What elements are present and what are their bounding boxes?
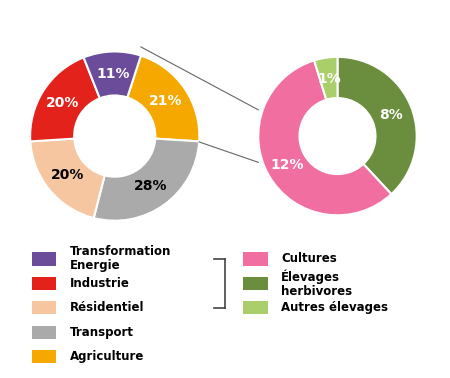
Wedge shape (338, 57, 417, 194)
Wedge shape (94, 139, 199, 221)
Bar (243, 253, 268, 266)
Text: 12%: 12% (271, 158, 304, 172)
Text: 20%: 20% (50, 169, 84, 183)
Text: 28%: 28% (134, 179, 168, 193)
Wedge shape (30, 139, 105, 218)
Wedge shape (84, 51, 141, 98)
Bar (243, 277, 268, 290)
Text: Industrie: Industrie (70, 277, 130, 290)
Bar (32, 277, 56, 290)
Text: Agriculture: Agriculture (70, 350, 144, 363)
Bar (32, 326, 56, 339)
Wedge shape (258, 60, 392, 215)
Text: Résidentiel: Résidentiel (70, 301, 144, 314)
Wedge shape (127, 56, 199, 141)
Bar (32, 301, 56, 314)
Text: 21%: 21% (149, 94, 183, 108)
Text: 1%: 1% (317, 72, 341, 86)
Wedge shape (30, 57, 100, 141)
Text: Transformation
Energie: Transformation Energie (70, 245, 171, 273)
Bar (32, 350, 56, 364)
Bar (32, 253, 56, 266)
Text: Élevages
herbivores: Élevages herbivores (281, 269, 352, 297)
Wedge shape (314, 57, 338, 100)
Text: Autres élevages: Autres élevages (281, 301, 388, 314)
Text: 11%: 11% (96, 67, 130, 81)
Bar (243, 301, 268, 314)
Text: Cultures: Cultures (281, 253, 337, 265)
Text: 8%: 8% (379, 108, 403, 122)
Text: Transport: Transport (70, 326, 134, 339)
Text: 20%: 20% (46, 96, 79, 110)
